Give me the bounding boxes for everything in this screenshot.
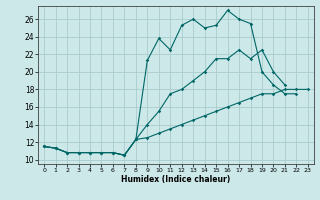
X-axis label: Humidex (Indice chaleur): Humidex (Indice chaleur) [121, 175, 231, 184]
